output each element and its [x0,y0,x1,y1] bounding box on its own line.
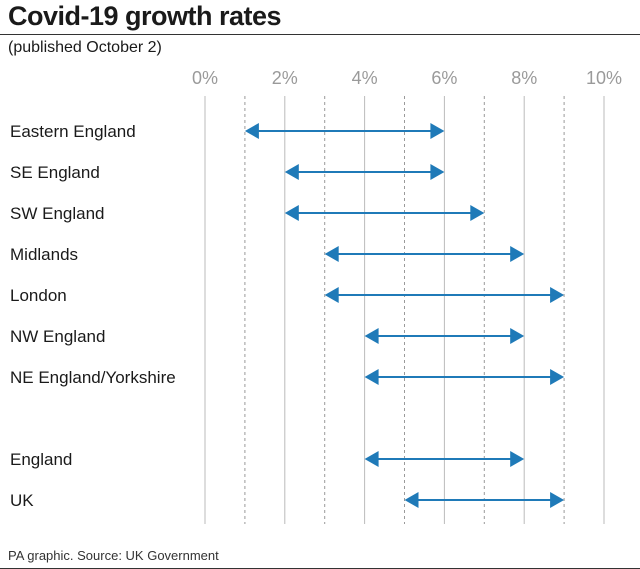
category-label: Eastern England [10,122,136,141]
category-label: SE England [10,163,100,182]
range-arrow-high [510,328,525,344]
range-arrow-low [364,451,379,467]
x-tick-label: 2% [272,68,298,88]
range-arrow-high [550,369,565,385]
category-label: NE England/Yorkshire [10,368,176,387]
x-tick-label: 4% [352,68,378,88]
range-arrow-low [244,123,259,139]
range-arrow-high [550,287,565,303]
x-tick-label: 0% [192,68,218,88]
chart-subtitle: (published October 2) [8,39,162,56]
gridlines [204,96,605,524]
title-divider [0,34,640,35]
range-arrow-high [430,164,445,180]
category-label: NW England [10,327,105,346]
range-arrow-low [404,492,419,508]
range-arrow-high [510,246,525,262]
x-axis-ticks: 0% 2% 4% 6% 8% 10% [192,68,622,88]
x-tick-label: 10% [586,68,622,88]
range-arrow-high [470,205,485,221]
category-label: Midlands [10,245,78,264]
range-arrow-high [430,123,445,139]
range-arrows [244,123,565,508]
x-tick-label: 8% [511,68,537,88]
range-arrow-low [324,287,339,303]
category-label: England [10,450,72,469]
category-label: SW England [10,204,105,223]
category-label: UK [10,491,34,510]
chart-title: Covid-19 growth rates [8,1,282,31]
range-arrow-high [550,492,565,508]
range-arrow-low [324,246,339,262]
range-arrow-high [510,451,525,467]
source-note: PA graphic. Source: UK Government [8,548,219,563]
category-labels: Eastern England SE England SW England Midla… [10,122,176,510]
range-arrow-low [364,328,379,344]
x-tick-label: 6% [431,68,457,88]
category-label: London [10,286,67,305]
range-arrow-low [284,164,299,180]
range-arrow-low [364,369,379,385]
range-arrow-low [284,205,299,221]
